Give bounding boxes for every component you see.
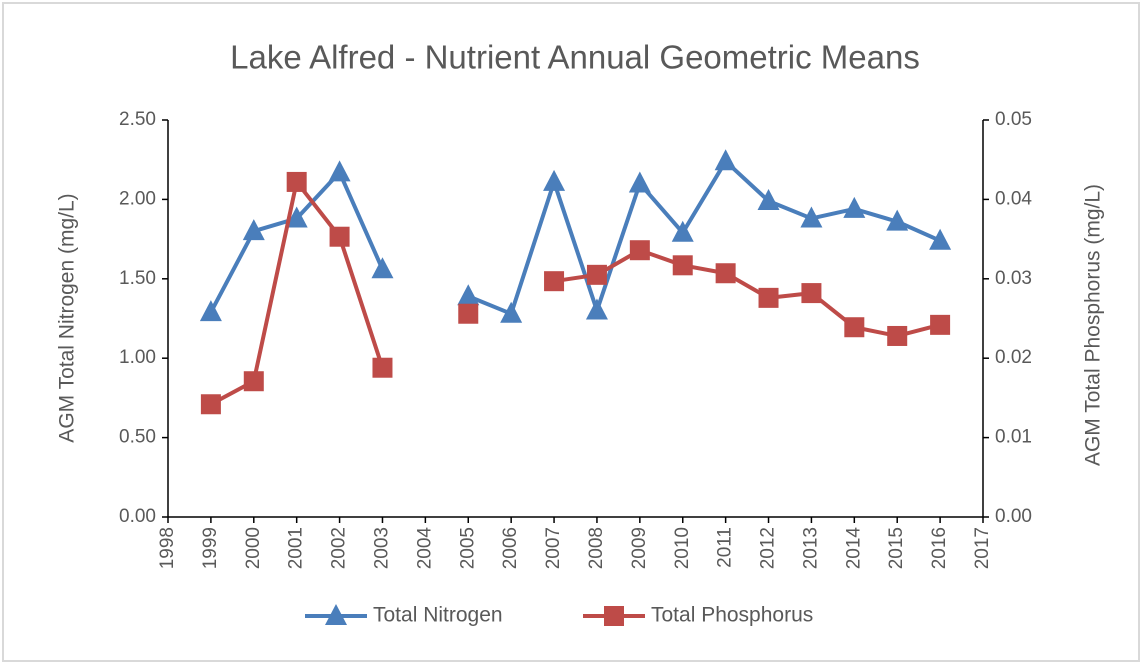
marker (544, 271, 565, 292)
marker (629, 240, 650, 261)
marker (199, 300, 222, 322)
marker (757, 188, 780, 210)
marker (328, 160, 351, 182)
y-axis-label: AGM Total Nitrogen (mg/L) (56, 193, 79, 442)
x-tick-label: 2014 (843, 527, 864, 570)
x-tick-label: 2007 (543, 527, 564, 569)
legend-label: Total Phosphorus (651, 604, 813, 627)
y2-tick-label: 0.03 (995, 268, 1032, 289)
legend-marker (325, 604, 347, 625)
marker (672, 255, 693, 276)
y-tick-label: 2.50 (119, 109, 156, 130)
marker (887, 325, 908, 346)
marker (200, 394, 221, 415)
marker (628, 171, 651, 193)
x-tick-label: 2008 (586, 527, 607, 569)
marker (543, 169, 566, 191)
marker (671, 220, 694, 242)
marker (285, 206, 308, 228)
marker (329, 226, 350, 247)
marker (586, 264, 607, 285)
marker (243, 371, 264, 392)
marker (242, 219, 265, 241)
y2-tick-label: 0.01 (995, 427, 1032, 448)
marker (715, 263, 736, 284)
y-tick-label: 2.00 (119, 188, 156, 209)
marker (371, 257, 394, 279)
x-tick-label: 2003 (371, 527, 392, 569)
x-tick-label: 2000 (243, 527, 264, 569)
x-tick-label: 2002 (329, 527, 350, 569)
marker (801, 283, 822, 304)
x-tick-label: 1999 (200, 527, 221, 569)
x-tick-label: 2016 (929, 527, 950, 569)
marker (800, 206, 823, 228)
x-tick-label: 2013 (800, 527, 821, 569)
x-tick-label: 2015 (886, 527, 907, 569)
y2-tick-label: 0.02 (995, 347, 1032, 368)
x-tick-label: 1998 (157, 527, 178, 569)
y-tick-label: 0.00 (119, 506, 156, 527)
marker (929, 228, 952, 250)
x-tick-label: 2004 (414, 527, 435, 570)
x-tick-label: 2009 (629, 527, 650, 569)
y2-tick-label: 0.04 (995, 188, 1032, 209)
marker (585, 298, 608, 320)
marker (844, 317, 865, 338)
x-tick-label: 2017 (972, 527, 993, 569)
legend-marker (604, 606, 624, 626)
x-tick-label: 2005 (457, 527, 478, 569)
x-tick-label: 2001 (286, 527, 307, 569)
x-tick-label: 2012 (758, 527, 779, 569)
marker (930, 314, 951, 335)
marker (500, 301, 523, 323)
chart-title: Lake Alfred - Nutrient Annual Geometric … (230, 39, 920, 76)
marker (372, 357, 393, 378)
x-tick-label: 2006 (500, 527, 521, 569)
marker (843, 196, 866, 218)
y2-tick-label: 0.05 (995, 109, 1032, 130)
y-tick-label: 0.50 (119, 427, 156, 448)
marker (286, 171, 307, 192)
x-tick-label: 2011 (715, 527, 736, 568)
y-tick-label: 1.00 (119, 347, 156, 368)
marker (758, 287, 779, 308)
y2-axis-label: AGM Total Phosphorus (mg/L) (1082, 184, 1105, 466)
y-tick-label: 1.50 (119, 268, 156, 289)
marker (458, 303, 479, 324)
legend-label: Total Nitrogen (373, 604, 503, 627)
y2-tick-label: 0.00 (995, 506, 1032, 527)
marker (886, 209, 909, 231)
marker (714, 149, 737, 171)
x-tick-label: 2010 (672, 527, 693, 569)
marker (457, 284, 480, 306)
